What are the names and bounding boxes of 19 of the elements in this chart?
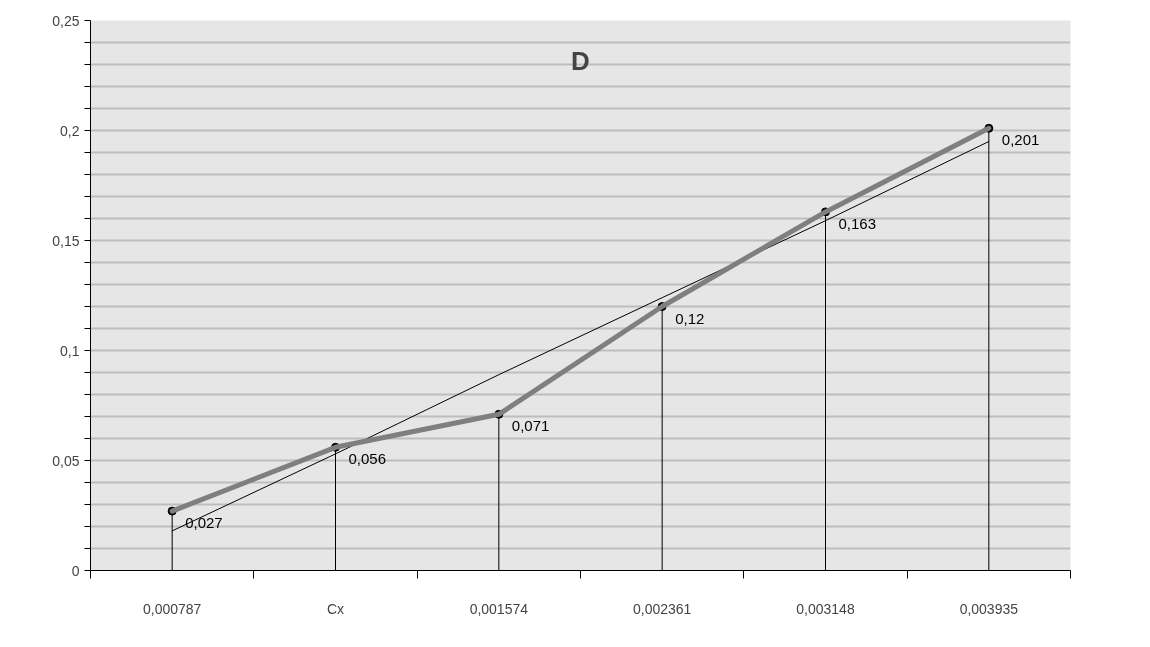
y-tick-label: 0,2 [60,122,80,139]
y-tick-label: 0,15 [52,232,80,249]
data-label: 0,201 [1001,131,1040,149]
x-tick-label: 0,002361 [632,600,692,617]
data-label: 0,056 [348,450,387,468]
x-tick-label: 0,003935 [959,600,1019,617]
data-label: 0,163 [838,214,877,232]
y-tick-label: 0,1 [60,342,80,359]
text: D [571,45,590,76]
y-tick-label: 0,05 [52,452,80,469]
x-tick-label: 0,000787 [142,600,202,617]
x-tick-label: 0,001574 [469,600,529,617]
y-tick-label: 0 [71,562,80,579]
x-tick-label: Cx [326,600,345,617]
y-tick-label: 0,25 [52,12,80,29]
data-label: 0,12 [675,309,705,327]
x-tick-label: 0,003148 [796,600,855,617]
data-label: 0,071 [511,417,550,435]
data-label: 0,027 [185,514,223,532]
